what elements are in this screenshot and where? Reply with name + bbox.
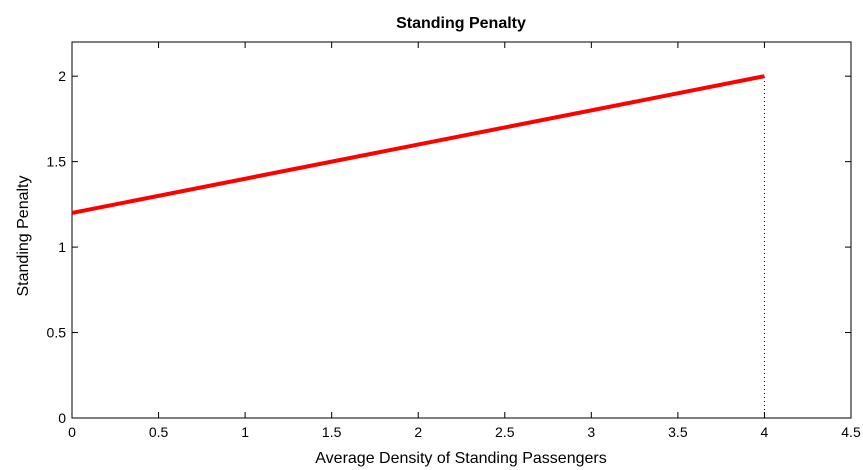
y-tick-label: 2 — [58, 68, 66, 84]
y-tick-label: 1 — [58, 239, 66, 255]
y-tick-label: 1.5 — [47, 154, 67, 170]
x-tick-label: 4.5 — [841, 424, 861, 440]
x-tick-label: 1.5 — [322, 424, 342, 440]
x-tick-label: 0 — [68, 424, 76, 440]
y-tick-label: 0 — [58, 410, 66, 426]
series-line-0 — [71, 74, 765, 215]
x-tick-label: 2 — [414, 424, 422, 440]
x-tick-label: 3.5 — [668, 424, 688, 440]
x-tick-label: 2.5 — [495, 424, 515, 440]
y-tick-label: 0.5 — [47, 325, 67, 341]
plot-area — [71, 41, 852, 419]
x-tick-label: 1 — [241, 424, 249, 440]
series-layer — [71, 74, 765, 215]
x-axis-ticks: 0 0.5 1 1.5 2 2.5 3 3.5 4 4.5 — [68, 42, 861, 440]
x-tick-label: 3 — [587, 424, 595, 440]
x-axis-label: Average Density of Standing Passengers — [315, 450, 606, 467]
x-tick-label: 0.5 — [149, 424, 169, 440]
x-tick-label: 4 — [761, 424, 769, 440]
chart-title: Standing Penalty — [396, 15, 526, 32]
y-axis-ticks: 0 0.5 1 1.5 2 — [47, 68, 851, 426]
y-axis-label: Standing Penalty — [15, 176, 32, 297]
